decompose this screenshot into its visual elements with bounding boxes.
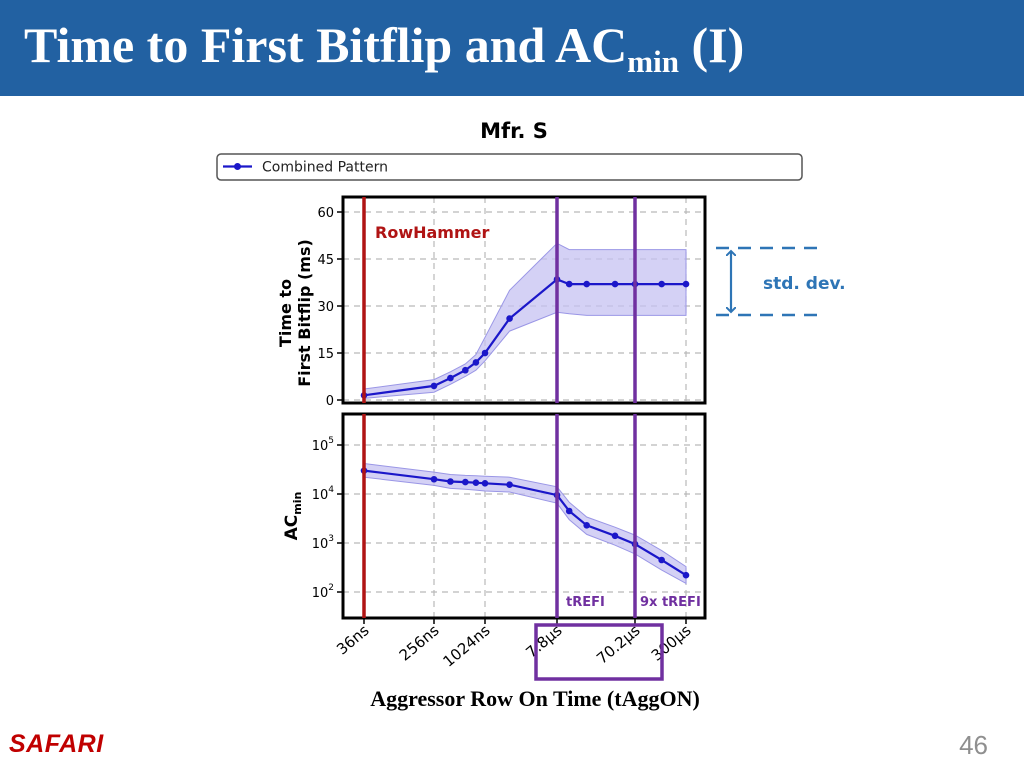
reference-lines: RowHammer tREFI 9x tREFI (362, 197, 701, 618)
title-bar: Time to First Bitflip and ACmin (I) (0, 0, 1024, 96)
y-axis-label-bottom-base: AC (282, 515, 302, 541)
x-tick-label: 7.8µs (522, 621, 565, 661)
y-ticks-top: 0 15 30 45 60 (317, 206, 343, 409)
x-tick-label: 1024ns (439, 621, 493, 671)
y-tick-label-top: 0 (326, 394, 334, 409)
std-dev-band-bottom (363, 462, 687, 585)
y-axis-label-bottom: ACmin (282, 492, 304, 541)
data-point-top (565, 280, 573, 288)
data-point-bottom (481, 480, 489, 487)
y-tick-label-bottom: 105 (312, 436, 334, 454)
x-tick-label: 36ns (333, 621, 373, 658)
data-point-bottom (583, 521, 590, 529)
data-point-bottom (611, 532, 619, 540)
y-tick-label-bottom: 102 (312, 583, 334, 601)
data-point-top (583, 280, 590, 288)
data-point-bottom (447, 478, 454, 485)
y-tick-label-top: 45 (317, 253, 334, 268)
data-point-top (447, 374, 454, 382)
data-point-top (462, 366, 469, 374)
data-point-bottom (565, 507, 573, 515)
y-axis-label-bottom-sub: min (291, 492, 304, 515)
y-tick-label-top: 15 (317, 347, 334, 362)
rowhammer-label: RowHammer (375, 223, 489, 242)
std-dev-label: std. dev. (763, 274, 846, 294)
slide-title-main: Time to First Bitflip and AC (24, 17, 628, 73)
y-axis-label-top-line2: First Bitflip (ms) (295, 239, 314, 387)
data-point-bottom (658, 556, 665, 564)
data-point-top (506, 315, 513, 322)
legend-box (216, 153, 803, 181)
legend: Combined Pattern (216, 153, 803, 181)
x-tick-label: 256ns (396, 621, 443, 664)
data-point-top (472, 359, 480, 366)
y-ticks-bottom: 102 103 104 105 (312, 436, 343, 601)
trefi-label: tREFI (566, 595, 605, 610)
y-tick-label-top: 60 (317, 206, 334, 221)
y-tick-label-bottom: 104 (312, 485, 335, 503)
panel-top: 0 15 30 45 60 Time toFirst Bitflip (ms) (276, 195, 707, 409)
y-axis-label-top-line1: Time to (276, 279, 295, 347)
data-point-top (682, 280, 690, 288)
grid-bottom (343, 414, 705, 618)
y-tick-label-top: 30 (317, 300, 334, 315)
data-point-bottom (430, 475, 438, 483)
x-axis-title: Aggressor Row On Time (tAggON) (370, 686, 700, 711)
std-dev-annotation: std. dev. (716, 246, 846, 317)
slide-title-subscript: min (627, 44, 679, 79)
x-tick-label: 70.2µs (593, 621, 644, 668)
safari-logo: SAFARI (9, 730, 104, 758)
std-dev-band-top (363, 242, 687, 399)
highlight-box-trefi-ticks (534, 623, 664, 681)
slide-title: Time to First Bitflip and ACmin (I) (24, 12, 744, 95)
slide-title-suffix: (I) (678, 17, 745, 73)
page-number: 46 (959, 730, 988, 760)
data-point-bottom (462, 478, 469, 486)
data-point-top (430, 382, 438, 390)
panel-bottom: 102 103 104 105 ACmin (282, 412, 707, 620)
x-tick-label: 300µs (648, 621, 695, 664)
figure-area: Mfr. S Combined Pattern 0 15 30 45 60 Time t… (216, 119, 846, 681)
data-point-top (658, 280, 665, 288)
legend-label: Combined Pattern (262, 160, 388, 176)
y-tick-label-bottom: 103 (312, 534, 334, 552)
y-axis-label-top: Time toFirst Bitflip (ms) (276, 239, 314, 387)
data-point-bottom (682, 571, 690, 579)
nine-trefi-label: 9x tREFI (640, 595, 701, 610)
plot-frame-top (341, 195, 707, 405)
data-point-bottom (506, 481, 513, 488)
chart-title: Mfr. S (480, 119, 548, 143)
data-point-bottom (472, 479, 480, 487)
data-point-top (481, 349, 489, 357)
data-point-top (611, 280, 619, 288)
legend-marker-swatch (234, 163, 241, 170)
plot-frame-bottom (341, 412, 707, 620)
